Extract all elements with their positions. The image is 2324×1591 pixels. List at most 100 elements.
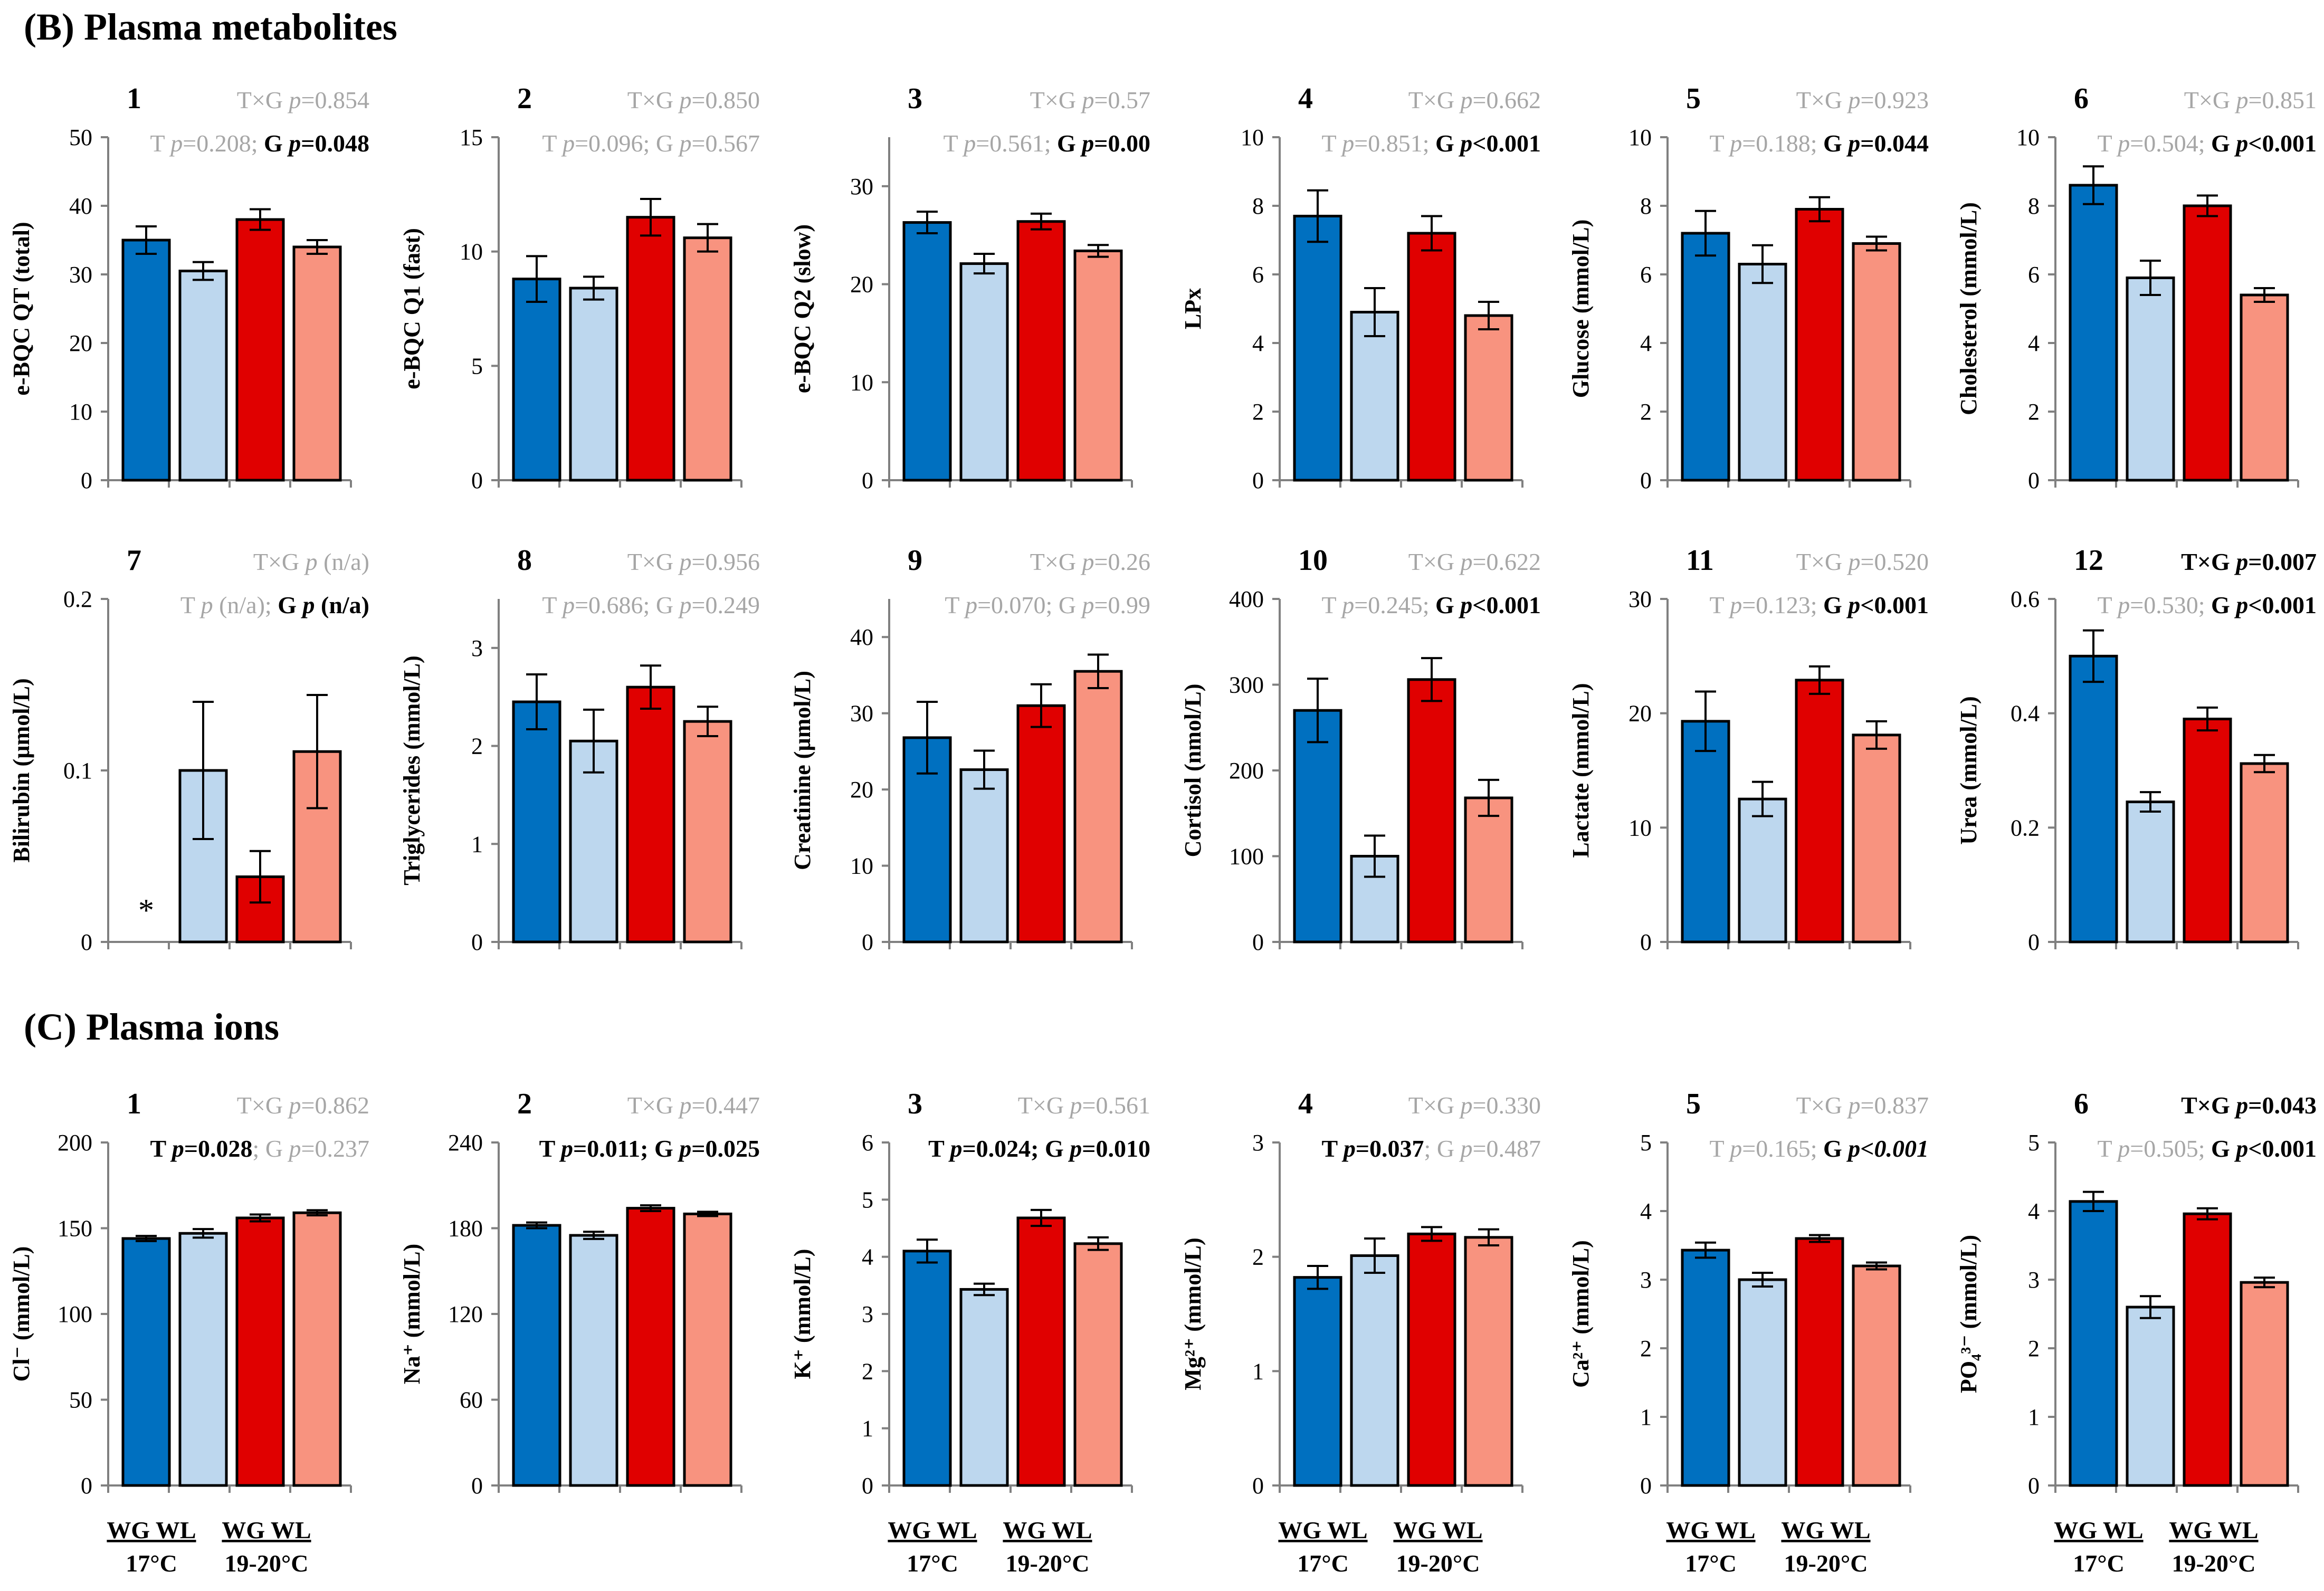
stat-segment: T	[150, 130, 170, 157]
stat-segment: =0.330	[1473, 1092, 1541, 1119]
y-axis-label: Cortisol (nmol/L)	[1180, 684, 1206, 858]
bar-wg-17	[902, 1250, 952, 1487]
stat-main-effects: T p=0.245; G p<0.001	[1321, 592, 1541, 618]
bar-wl-17	[569, 1234, 618, 1487]
y-tick-label: 3	[1252, 1130, 1264, 1156]
y-tick-label: 400	[1229, 586, 1264, 612]
y-tick-label: 100	[1229, 844, 1264, 870]
bar-wl-19	[1852, 733, 1901, 944]
bar-wl-17	[1738, 797, 1787, 944]
bar-wg-17	[512, 278, 561, 482]
stat-segment: p	[1340, 592, 1354, 618]
y-tick-label: 10	[69, 399, 92, 425]
bar-wl-19	[1073, 670, 1123, 944]
stat-segment: p	[678, 87, 692, 113]
panel-number: 2	[517, 1088, 532, 1120]
y-tick-label: 50	[69, 125, 92, 150]
stat-segment: =0.024;	[962, 1135, 1045, 1162]
stat-segment: T×G	[1408, 1092, 1461, 1119]
stat-segment: p	[678, 130, 692, 157]
y-tick-label: 40	[69, 193, 92, 219]
bar-wl-17	[1350, 1254, 1399, 1487]
y-tick-label: 1	[862, 1416, 873, 1442]
stat-interaction: T×G p=0.447	[627, 1092, 760, 1119]
legend-temp-19: 19-20°C	[1396, 1550, 1480, 1577]
bar-wl-19	[1073, 249, 1123, 482]
stat-segment: p	[1847, 548, 1861, 575]
y-axis-label: Glucose (mmol/L)	[1568, 220, 1594, 398]
stat-segment: p	[678, 1092, 692, 1119]
stat-segment: =0.99	[1094, 592, 1150, 618]
legend-temp-17: 17°C	[2073, 1550, 2125, 1577]
stat-interaction: T×G p=0.923	[1796, 87, 1929, 113]
stat-main-effects: T p=0.851; G p<0.001	[1321, 130, 1541, 157]
stat-segment: p	[2234, 1135, 2248, 1162]
stat-interaction: T×G p=0.837	[1796, 1092, 1929, 1119]
y-axis-label: Triglycerides (mmol/L)	[399, 655, 425, 885]
stat-interaction: T×G p=0.662	[1408, 87, 1541, 113]
y-tick-label: 0	[2028, 929, 2040, 955]
y-tick-label: 10	[850, 853, 873, 879]
bar-wl-19	[683, 1212, 732, 1487]
stat-segment: p<0.001	[1846, 1135, 1929, 1162]
y-tick-label: 0.6	[2011, 586, 2040, 612]
bar-wl-17	[569, 287, 618, 482]
stat-segment: p	[678, 548, 692, 575]
stat-segment: T	[539, 1135, 561, 1162]
stat-segment: T	[1709, 130, 1730, 157]
y-tick-label: 8	[1252, 193, 1264, 219]
stat-segment: =0.237	[301, 1135, 369, 1162]
stat-segment: G	[1823, 1135, 1848, 1162]
y-tick-label: 30	[850, 174, 873, 199]
y-tick-label: 0.4	[2011, 701, 2040, 727]
y-tick-label: 0	[862, 929, 873, 955]
stat-segment: =0.854	[301, 87, 369, 113]
bar-wl-19	[292, 245, 342, 482]
stat-segment: =0.447	[692, 1092, 760, 1119]
y-axis-label: Ca²⁺ (mmol/L)	[1568, 1240, 1594, 1388]
stat-segment: T×G	[2181, 548, 2236, 575]
stat-segment: =0.505;	[2130, 1135, 2211, 1162]
stat-segment: =0.070; G	[977, 592, 1082, 618]
y-tick-label: 0	[471, 1473, 483, 1499]
y-tick-label: 10	[850, 369, 873, 395]
stat-segment: p	[2116, 130, 2130, 157]
stat-segment: =0.956	[692, 548, 760, 575]
y-tick-label: 0	[471, 468, 483, 493]
bar-wg-17	[1293, 1276, 1342, 1487]
stat-segment: p	[1069, 1092, 1082, 1119]
stat-segment: p	[678, 592, 692, 618]
stat-segment: p	[1459, 1135, 1473, 1162]
stat-segment: G	[2211, 1135, 2236, 1162]
stat-segment: T	[943, 130, 964, 157]
bar-wl-17	[1350, 311, 1399, 482]
panel-number: 2	[517, 82, 532, 115]
panel-number: 4	[1298, 82, 1313, 115]
stat-segment: G	[278, 592, 302, 618]
stat-main-effects: T p=0.188; G p=0.044	[1709, 130, 1929, 157]
y-axis-label: e-BQC QT (total)	[8, 222, 34, 395]
stat-main-effects: T p=0.165; G p<0.001	[1709, 1135, 1929, 1162]
stat-segment: p	[288, 1092, 301, 1119]
panel-number: 8	[517, 544, 532, 577]
stat-main-effects: T p=0.686; G p=0.249	[542, 592, 760, 618]
bar-wl-19	[1464, 796, 1513, 944]
legend-temp-17: 17°C	[907, 1550, 958, 1577]
y-tick-label: 100	[58, 1301, 92, 1327]
bar-wl-17	[178, 270, 228, 482]
stat-segment: =0.504;	[2130, 130, 2211, 157]
stat-segment: =0.837	[1861, 1092, 1929, 1119]
stat-segment: p	[561, 592, 575, 618]
stat-segment: G	[1823, 130, 1848, 157]
stat-interaction: T×G p=0.520	[1796, 548, 1929, 575]
stat-segment: T×G	[1796, 548, 1849, 575]
legend-groups-17: WG WL	[1666, 1517, 1755, 1544]
stat-segment: ; G	[1424, 1135, 1461, 1162]
stat-segment: p	[948, 1135, 962, 1162]
stat-interaction: T×G p=0.850	[627, 87, 760, 113]
stat-segment: T	[1321, 592, 1342, 618]
